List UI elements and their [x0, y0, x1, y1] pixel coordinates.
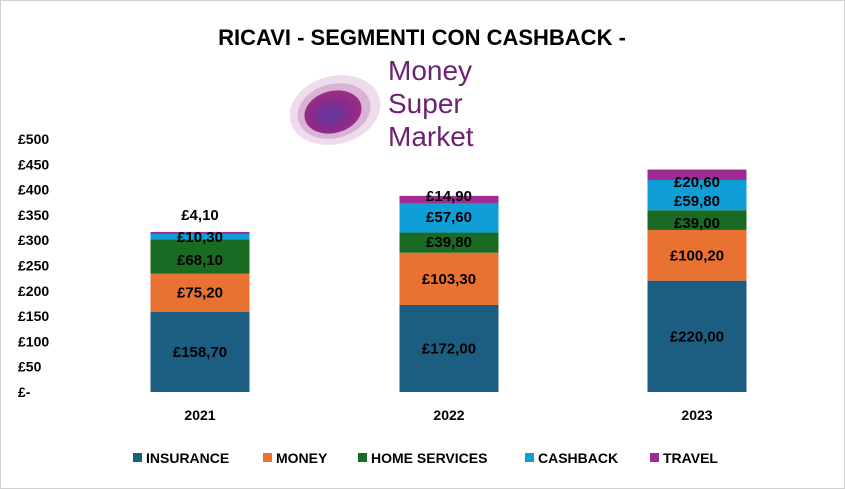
y-tick-label: £300 — [18, 232, 49, 248]
bar-segment-home-services — [399, 232, 499, 253]
data-label: £39,80 — [426, 234, 472, 251]
bar-segment-money — [150, 273, 250, 312]
logo-text-super: Super — [388, 88, 463, 119]
legend-swatch — [263, 453, 272, 462]
x-tick-label: 2023 — [681, 407, 712, 423]
data-label: £158,70 — [173, 344, 227, 361]
legend-swatch — [525, 453, 534, 462]
y-tick-label: £450 — [18, 156, 49, 172]
legend-swatch — [133, 453, 142, 462]
legend-swatch — [650, 453, 659, 462]
data-label: £39,00 — [674, 215, 720, 232]
bar-segment-travel — [150, 231, 250, 234]
bar-segment-insurance — [150, 311, 250, 392]
data-label: £14,90 — [426, 188, 472, 205]
data-label: £59,80 — [674, 193, 720, 210]
bar-segment-insurance — [399, 304, 499, 392]
data-label: £68,10 — [177, 252, 223, 269]
y-tick-label: £400 — [18, 182, 49, 198]
y-tick-label: £250 — [18, 258, 49, 274]
bar-segment-cashback — [150, 233, 250, 240]
legend: INSURANCE MONEY HOME SERVICES CASHBACK TRAVE… — [133, 450, 718, 466]
y-tick-label: £100 — [18, 333, 49, 349]
logo-text-market: Market — [388, 121, 474, 152]
legend-label: TRAVEL — [663, 450, 718, 466]
legend-label: HOME SERVICES — [371, 450, 487, 466]
y-tick-label: £150 — [18, 308, 49, 324]
data-label: £57,60 — [426, 209, 472, 226]
x-axis: 2021 2022 2023 — [184, 407, 712, 423]
bar-segment-travel — [647, 169, 747, 180]
logo-text-money: Money — [388, 55, 472, 86]
data-label: £10,30 — [177, 229, 223, 246]
y-tick-label: £50 — [18, 359, 42, 375]
bars: £158,70 £75,20 £68,10 £10,30 £4,10 £172,00 £10… — [150, 169, 747, 392]
bar-segment-money — [399, 252, 499, 305]
y-tick-label: £350 — [18, 207, 49, 223]
x-tick-label: 2021 — [184, 407, 215, 423]
legend-label: CASHBACK — [538, 450, 618, 466]
bar-segment-money — [647, 229, 747, 281]
bar-segment-home-services — [647, 210, 747, 230]
bar-segment-insurance — [647, 280, 747, 392]
moneysupermarket-logo: Money Super Market — [289, 55, 474, 152]
bar-segment-home-services — [150, 239, 250, 274]
bar-segment-cashback — [647, 179, 747, 211]
data-label: £172,00 — [422, 340, 476, 357]
y-axis: £- £50 £100 £150 £200 £250 £300 £350 £400 £450 £50… — [18, 131, 49, 400]
legend-swatch — [358, 453, 367, 462]
data-label: £220,00 — [670, 328, 724, 345]
y-tick-label: £500 — [18, 131, 49, 147]
legend-label: INSURANCE — [146, 450, 229, 466]
data-label: £103,30 — [422, 271, 476, 288]
data-label: £4,10 — [181, 207, 219, 224]
chart-title: RICAVI - SEGMENTI CON CASHBACK - — [218, 25, 626, 50]
data-label: £75,20 — [177, 285, 223, 302]
x-tick-label: 2022 — [433, 407, 464, 423]
legend-label: MONEY — [276, 450, 328, 466]
data-label: £100,20 — [670, 247, 724, 264]
y-tick-label: £- — [18, 384, 31, 400]
bar-segment-travel — [399, 195, 499, 204]
data-label: £20,60 — [674, 174, 720, 191]
bar-segment-cashback — [399, 203, 499, 233]
y-tick-label: £200 — [18, 283, 49, 299]
